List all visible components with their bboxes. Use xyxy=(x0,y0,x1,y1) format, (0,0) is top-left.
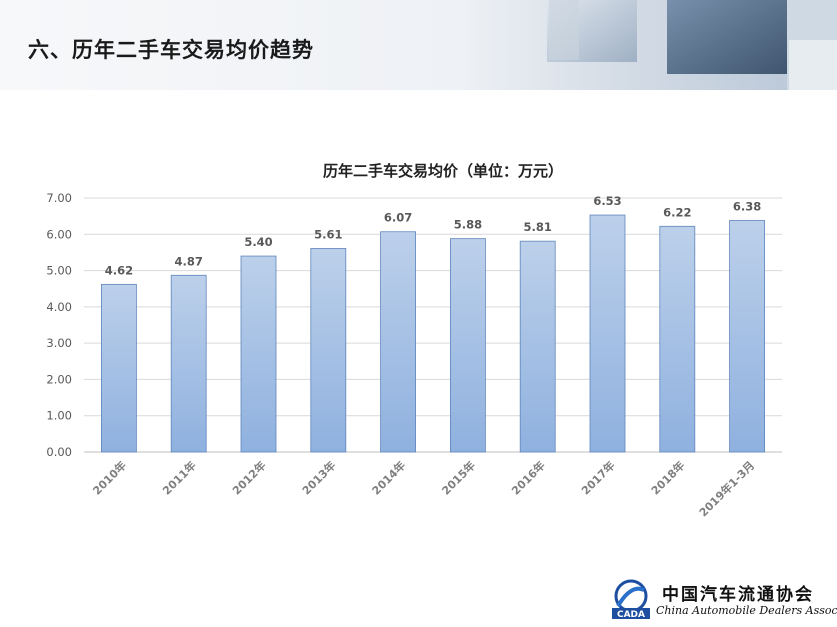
bar xyxy=(240,255,277,453)
data-label: 5.61 xyxy=(314,227,342,241)
x-tick-label: 2010年 xyxy=(90,458,129,497)
y-tick-label: 2.00 xyxy=(46,372,72,386)
y-tick-label: 0.00 xyxy=(46,445,72,459)
y-tick-label: 6.00 xyxy=(46,227,72,241)
bar xyxy=(589,214,626,453)
bar xyxy=(101,283,137,453)
x-tick-label: 2018年 xyxy=(648,458,687,497)
bar xyxy=(659,225,696,453)
x-tick-label: 2016年 xyxy=(508,458,547,497)
x-tick-label: 2014年 xyxy=(369,458,408,497)
bar xyxy=(449,238,486,453)
bar-chart: 历年二手车交易均价（单位：万元） 0.00 1.00 2.00 3.00 4.00 5.00… xyxy=(46,162,782,519)
footer-logo: CADA 中国汽车流通协会 China Automobile Dealers A… xyxy=(606,570,837,627)
bar xyxy=(519,240,556,453)
org-name-en: China Automobile Dealers Association xyxy=(656,604,837,617)
x-tick-label: 2017年 xyxy=(578,458,617,497)
page-title: 六、历年二手车交易均价趋势 xyxy=(28,38,314,62)
x-tick-label: 2011年 xyxy=(159,458,198,497)
data-label: 6.07 xyxy=(384,211,412,225)
data-label: 6.53 xyxy=(593,194,621,208)
org-name-cn: 中国汽车流通协会 xyxy=(662,585,814,605)
y-tick-label: 4.00 xyxy=(46,300,72,314)
x-tick-label: 2012年 xyxy=(229,458,268,497)
data-label: 5.40 xyxy=(244,235,272,249)
data-label: 4.87 xyxy=(175,254,203,268)
y-tick-label: 1.00 xyxy=(46,409,72,423)
chart-title: 历年二手车交易均价（单位：万元） xyxy=(323,162,563,180)
bar xyxy=(170,274,207,453)
x-tick-label: 2015年 xyxy=(439,458,478,497)
bar xyxy=(380,231,417,453)
x-tick-label: 2013年 xyxy=(299,458,338,497)
logo-text: CADA xyxy=(617,610,645,620)
y-tick-label: 5.00 xyxy=(46,264,72,278)
y-tick-label: 7.00 xyxy=(46,191,72,205)
data-label: 5.88 xyxy=(454,218,482,232)
data-label: 5.81 xyxy=(524,220,552,234)
x-tick-label: 2019年1-3月 xyxy=(696,458,757,519)
header-banner: 六、历年二手车交易均价趋势 xyxy=(0,0,837,90)
y-tick-label: 3.00 xyxy=(46,336,72,350)
data-label: 4.62 xyxy=(105,263,133,277)
bar xyxy=(729,220,765,453)
data-label: 6.22 xyxy=(663,205,691,219)
cada-logo-icon: CADA xyxy=(612,579,650,620)
data-label: 6.38 xyxy=(733,199,761,213)
bar xyxy=(310,248,347,453)
decorative-cubes-image xyxy=(547,0,837,90)
